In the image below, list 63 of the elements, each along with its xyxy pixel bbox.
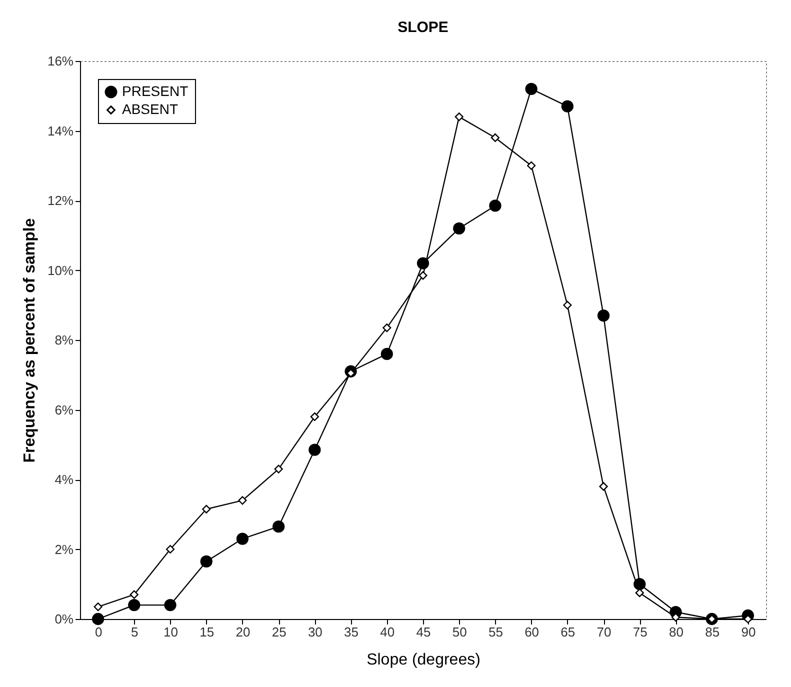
point <box>92 612 104 626</box>
legend-label: PRESENT <box>122 83 189 99</box>
point <box>561 100 574 112</box>
point <box>380 348 393 360</box>
point <box>310 412 319 422</box>
y-axis-title: Frequency as percent of sample <box>21 218 38 463</box>
y-tick-label: 14% <box>47 123 74 138</box>
point <box>200 555 212 568</box>
y-tick-label: 2% <box>54 542 74 557</box>
chart-title: SLOPE <box>398 19 448 36</box>
point <box>274 464 283 474</box>
x-tick-label: 25 <box>272 624 286 640</box>
point <box>164 598 176 612</box>
point <box>634 578 646 590</box>
y-tick-label: 0% <box>54 612 74 626</box>
x-tick-label: 40 <box>380 624 395 640</box>
x-tick-label: 10 <box>164 624 178 640</box>
y-tick-label: 4% <box>54 472 74 487</box>
point <box>130 590 138 599</box>
x-tick-label: 85 <box>705 624 720 640</box>
point <box>238 496 247 505</box>
y-tick-label: 16% <box>47 54 74 68</box>
x-tick-label: 80 <box>669 624 684 640</box>
point <box>416 257 430 270</box>
point <box>202 504 211 514</box>
x-tick-label: 75 <box>632 624 648 640</box>
legend-label: ABSENT <box>122 101 178 117</box>
x-tick-label: 60 <box>524 624 540 640</box>
x-tick-label: 15 <box>200 624 214 640</box>
point <box>272 520 285 533</box>
y-tick-label: 12% <box>47 193 74 208</box>
point <box>563 300 572 310</box>
x-tick-label: 70 <box>596 624 612 640</box>
x-tick-label: 5 <box>131 624 138 640</box>
point <box>489 200 502 212</box>
point <box>382 323 392 332</box>
point <box>453 222 466 234</box>
point <box>525 82 538 95</box>
x-tick-label: 55 <box>488 624 503 640</box>
point <box>418 271 428 280</box>
x-tick-label: 35 <box>344 624 359 640</box>
x-axis-title: Slope (degrees) <box>366 652 480 668</box>
point <box>236 532 249 545</box>
point <box>454 112 464 122</box>
y-tick-label: 8% <box>54 332 74 348</box>
point <box>527 161 536 170</box>
x-tick-label: 90 <box>741 624 756 640</box>
point <box>635 588 644 598</box>
point <box>94 602 102 612</box>
point <box>128 598 140 612</box>
point <box>599 482 608 491</box>
x-tick-label: 50 <box>452 624 467 640</box>
y-tick-label: 6% <box>54 402 74 418</box>
point <box>490 133 500 142</box>
y-tick-label: 10% <box>47 262 74 278</box>
x-tick-label: 20 <box>236 624 250 640</box>
x-tick-label: 65 <box>560 624 576 640</box>
x-tick-label: 45 <box>416 624 431 640</box>
point <box>308 444 321 456</box>
point <box>166 544 175 554</box>
point <box>597 310 610 322</box>
x-tick-label: 0 <box>94 624 102 640</box>
x-tick-label: 30 <box>308 624 322 640</box>
